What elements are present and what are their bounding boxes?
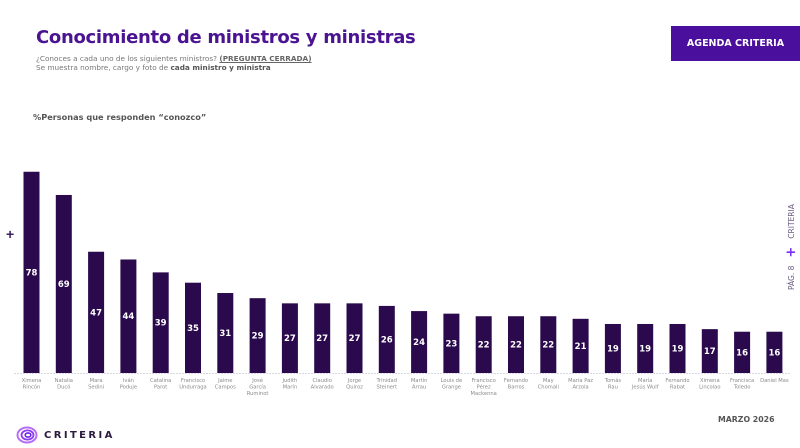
data-label: 78 xyxy=(26,268,38,278)
bar xyxy=(23,171,40,373)
category-label: Catalina Parot xyxy=(150,378,171,391)
question-type: (PREGUNTA CERRADA) xyxy=(219,54,312,63)
data-label: 22 xyxy=(478,341,490,351)
category-label: Fernando Barros xyxy=(504,378,528,391)
data-label: 23 xyxy=(445,339,457,349)
bar xyxy=(734,331,751,373)
report-date: MARZO 2026 xyxy=(718,415,775,424)
category-label: Ximena Lincolao xyxy=(699,378,720,391)
category-label: Ximena Rincón xyxy=(22,378,42,391)
subtitle: ¿Conoces a cada uno de los siguientes mi… xyxy=(36,54,312,72)
category-label: Claudio Alvarado xyxy=(311,378,334,391)
data-label: 27 xyxy=(316,334,328,344)
method-text: Se muestra nombre, cargo y foto de xyxy=(36,63,171,72)
data-label: 26 xyxy=(381,335,393,345)
bar xyxy=(281,303,298,373)
category-label: Iván Poduje xyxy=(120,377,137,391)
bar xyxy=(217,293,234,373)
bar xyxy=(314,303,331,373)
data-label: 19 xyxy=(639,344,651,354)
logo-text: CRITERIA xyxy=(44,429,115,441)
data-label: 24 xyxy=(413,338,425,348)
data-label: 19 xyxy=(672,344,684,354)
bar xyxy=(540,316,557,373)
criteria-logo: CRITERIA xyxy=(16,426,115,444)
bar xyxy=(411,311,428,373)
bar xyxy=(637,323,654,373)
category-label: Jaime Campos xyxy=(215,378,236,391)
bar xyxy=(701,329,718,373)
bar xyxy=(346,303,363,373)
page-title: Conocimiento de ministros y ministras xyxy=(36,27,416,48)
category-label: Fernando Rabat xyxy=(665,378,689,391)
data-label: 69 xyxy=(58,280,70,290)
bar xyxy=(378,305,395,373)
data-label: 35 xyxy=(187,324,199,334)
category-label: Francisco Pérez Mackenna xyxy=(471,378,497,397)
bar xyxy=(55,194,72,373)
agenda-criteria-badge: AGENDA CRITERIA xyxy=(671,26,800,61)
category-label: Louis de Grange xyxy=(441,378,463,391)
category-label: Francisca Toledo xyxy=(730,378,754,391)
category-label: Trinidad Steinert xyxy=(376,378,398,391)
method-emphasis: cada ministro y ministra xyxy=(170,63,271,72)
data-label: 21 xyxy=(575,342,587,352)
data-label: 17 xyxy=(704,347,716,357)
data-label: 44 xyxy=(122,312,134,322)
bar xyxy=(475,316,492,373)
bar xyxy=(152,272,169,373)
question-text: ¿Conoces a cada uno de los siguientes mi… xyxy=(36,54,220,63)
data-label: 27 xyxy=(284,334,296,344)
data-label: 39 xyxy=(155,319,167,329)
question-line: ¿Conoces a cada uno de los siguientes mi… xyxy=(36,54,312,63)
category-label: May Chomali xyxy=(538,378,559,391)
category-label: Mara Sedini xyxy=(88,378,104,391)
data-label: 22 xyxy=(542,341,554,351)
data-label: 29 xyxy=(252,332,264,342)
bar xyxy=(508,316,524,373)
category-label: Jorge Quiroz xyxy=(346,378,363,391)
bar xyxy=(443,313,460,373)
data-label: 47 xyxy=(90,308,102,318)
category-label: Martín Arrau xyxy=(411,377,428,391)
category-label: Natalia Ducó xyxy=(55,378,73,391)
data-label: 16 xyxy=(736,348,748,358)
data-label: 22 xyxy=(510,341,522,351)
data-label: 31 xyxy=(219,329,231,339)
bar xyxy=(669,323,686,373)
bar xyxy=(604,323,621,373)
chart-title: %Personas que responden “conozco” xyxy=(33,112,207,122)
bar xyxy=(185,282,201,373)
category-label: José García Ruminot xyxy=(247,377,269,397)
category-label: Judith Marín xyxy=(281,378,297,391)
data-label: 16 xyxy=(768,348,780,358)
category-label: Tomás Rau xyxy=(604,377,622,391)
category-label: María Paz Arzola xyxy=(568,377,593,391)
bar xyxy=(88,251,105,373)
bar xyxy=(249,298,266,373)
data-label: 27 xyxy=(349,334,361,344)
bar xyxy=(120,259,137,373)
data-label: 19 xyxy=(607,344,619,354)
criteria-logo-icon xyxy=(16,426,38,444)
bar xyxy=(766,331,783,373)
category-label: María Jesús Wulf xyxy=(631,377,659,391)
plus-icon: + xyxy=(6,226,15,242)
method-line: Se muestra nombre, cargo y foto de cada … xyxy=(36,63,312,72)
category-label: Daniel Mas xyxy=(760,378,789,384)
category-label: Francisco Undurraga xyxy=(179,378,207,391)
bar xyxy=(572,318,589,373)
